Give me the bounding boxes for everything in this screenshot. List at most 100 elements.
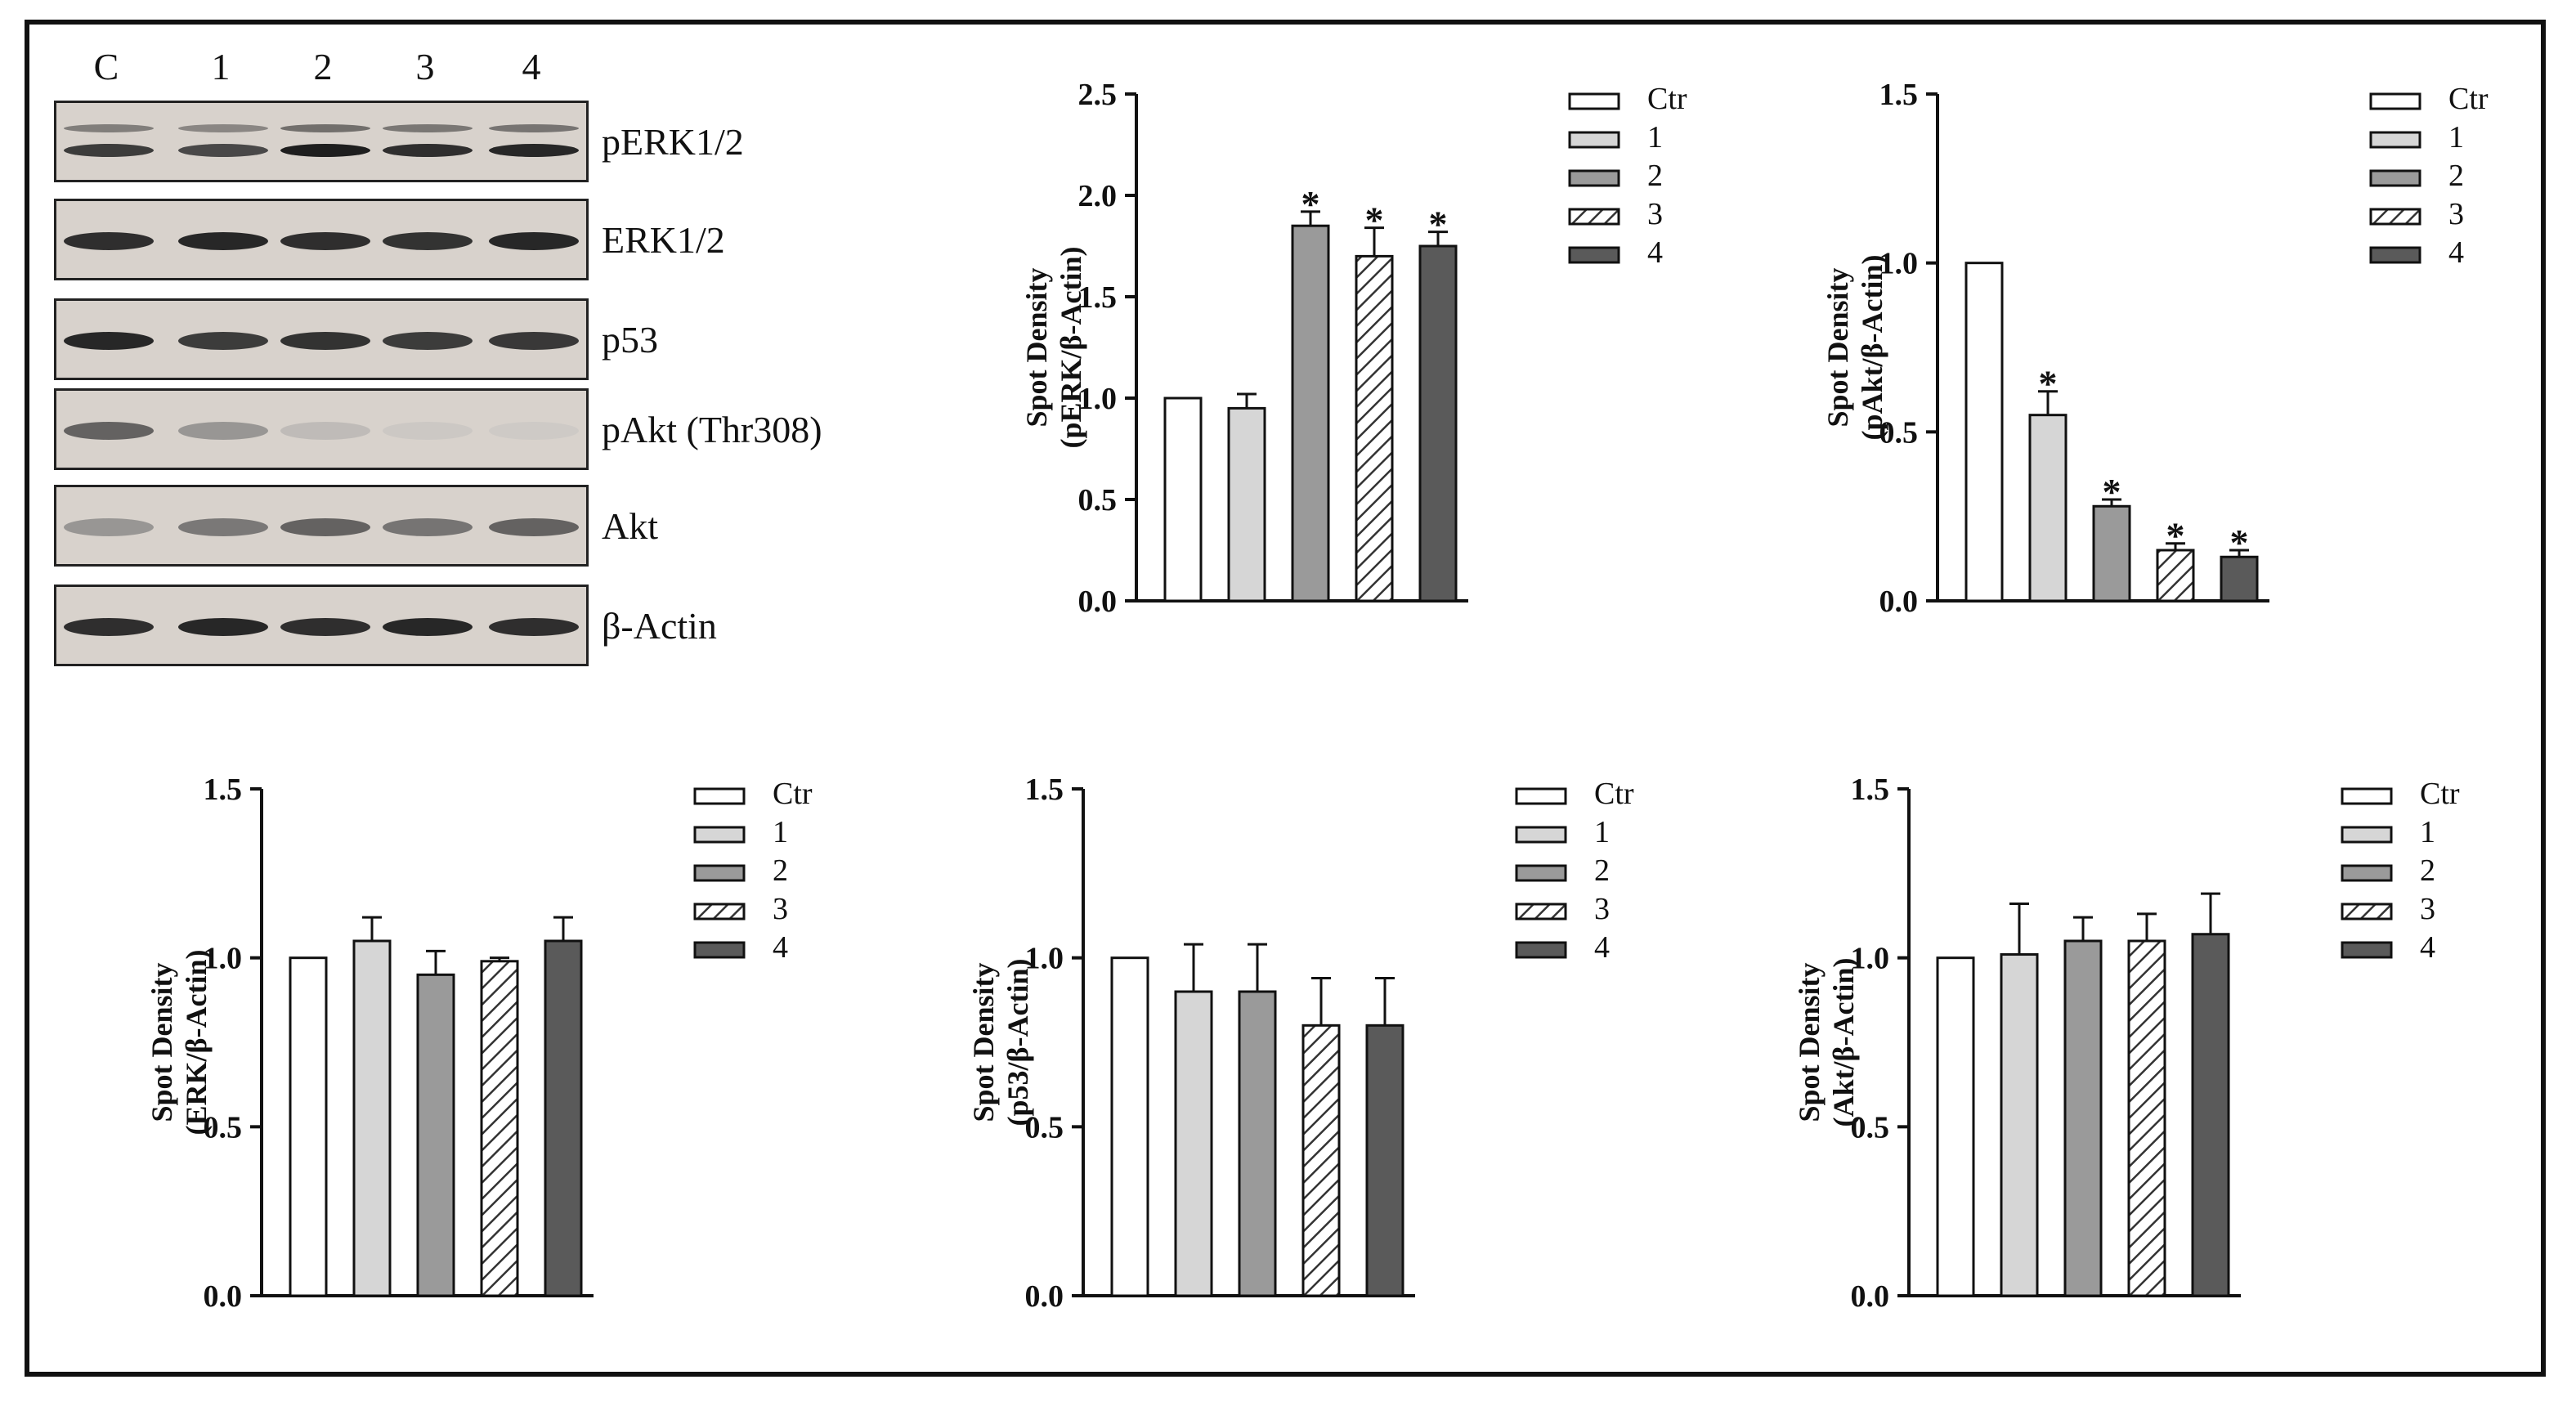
western-blot-panel: C 1 2 3 4 pERK1/2 ERK1/2 p53 pAkt (Thr308) Akt β-A… <box>49 45 867 683</box>
blot-strip <box>54 585 589 666</box>
y-tick-label: 0.5 <box>204 1110 243 1144</box>
bar <box>1227 406 1266 602</box>
blot-band <box>383 618 473 636</box>
y-axis-label: Spot Density(p53/β-Actin) <box>967 959 1034 1127</box>
legend-label: 2 <box>1647 159 1663 193</box>
significance-star: * <box>1429 204 1448 245</box>
bar <box>1365 1024 1404 1297</box>
legend-swatch <box>1515 903 1567 921</box>
blot-strip-label: p53 <box>602 319 658 361</box>
bar <box>1418 244 1458 602</box>
bar <box>2063 939 2103 1297</box>
y-tick-label: 1.5 <box>1025 773 1064 807</box>
blot-band <box>178 124 268 132</box>
bar <box>289 956 328 1297</box>
significance-star: * <box>2230 522 2249 563</box>
y-tick-label: 1.0 <box>1851 942 1890 976</box>
y-axis-label-line: Spot Density <box>1020 267 1053 427</box>
blot-band <box>280 422 370 440</box>
legend-label: 4 <box>1594 930 1610 965</box>
y-tick-label: 0.0 <box>1851 1279 1890 1314</box>
legend-label: 1 <box>1594 815 1610 849</box>
legend-swatch <box>693 864 746 882</box>
y-tick-label: 0.5 <box>1851 1110 1890 1144</box>
legend-swatch <box>693 787 746 805</box>
legend-label: Ctr <box>773 777 813 811</box>
y-tick-label: 1.0 <box>1025 942 1064 976</box>
y-axis-label: Spot Density(ERK/β-Actin) <box>146 950 213 1136</box>
blot-band <box>280 332 370 350</box>
y-tick-label: 2.5 <box>1078 78 1118 112</box>
figure-frame <box>25 20 2546 1377</box>
lane-label: 4 <box>522 46 541 87</box>
blot-band <box>280 144 370 157</box>
legend-label: 3 <box>2448 197 2464 231</box>
legend-label: Ctr <box>1594 777 1634 811</box>
y-tick-label: 0.5 <box>1078 483 1118 517</box>
blot-band <box>489 518 579 536</box>
legend-label: 3 <box>773 892 788 926</box>
blot-strip-label: Akt <box>602 505 658 547</box>
blot-band <box>383 518 473 536</box>
legend-swatch <box>2341 787 2393 805</box>
y-tick-label: 0.5 <box>1879 415 1919 450</box>
y-axis-label-line: Spot Density <box>967 962 1000 1122</box>
bar <box>1174 990 1213 1297</box>
legend-label: 2 <box>2448 159 2464 193</box>
blot-band <box>489 422 579 440</box>
legend-swatch <box>2341 826 2393 844</box>
legend-swatch <box>1568 208 1620 226</box>
legend-label: 1 <box>773 815 788 849</box>
legend-label: 2 <box>773 853 788 888</box>
lane-label: C <box>93 46 119 87</box>
bar <box>2191 933 2230 1297</box>
blot-band <box>489 618 579 636</box>
blot-band <box>64 144 154 157</box>
legend-swatch <box>693 903 746 921</box>
bar <box>352 939 392 1297</box>
lane-label: 3 <box>415 46 435 87</box>
y-axis-label: Spot Density(pAkt/β-Actin) <box>1821 255 1888 441</box>
bar <box>1238 990 1277 1297</box>
blot-band <box>178 232 268 250</box>
legend-label: 3 <box>2420 892 2435 926</box>
y-tick-label: 1.0 <box>204 942 243 976</box>
blot-band <box>489 232 579 250</box>
blot-band <box>64 332 154 350</box>
y-axis-label-line: (p53/β-Actin) <box>1001 959 1034 1127</box>
legend-swatch <box>2369 208 2421 226</box>
bar <box>2092 504 2131 602</box>
blot-band <box>64 618 154 636</box>
blot-band <box>383 124 473 132</box>
blot-strip <box>54 101 589 182</box>
bar <box>2000 953 2039 1297</box>
blot-strip-label: β-Actin <box>602 605 717 647</box>
legend-label: 4 <box>773 930 788 965</box>
blot-band <box>178 332 268 350</box>
significance-star: * <box>1365 199 1384 241</box>
legend-swatch <box>1515 826 1567 844</box>
legend-swatch <box>2341 864 2393 882</box>
legend-label: Ctr <box>2448 82 2489 116</box>
blot-band <box>178 618 268 636</box>
y-tick-label: 1.5 <box>1851 773 1890 807</box>
blot-strip <box>54 388 589 470</box>
blot-band <box>178 518 268 536</box>
bar <box>480 960 519 1297</box>
y-tick-label: 0.0 <box>204 1279 243 1314</box>
blot-strip-label: ERK1/2 <box>602 219 725 261</box>
lane-label: 2 <box>313 46 333 87</box>
bar <box>1964 262 2004 602</box>
legend-swatch <box>2369 131 2421 149</box>
legend-swatch <box>693 826 746 844</box>
bar-chart-pakt: 0.0 0.5 1.0 1.5 Spot Density(pAkt/β-Actin) * *… <box>1821 78 2489 619</box>
y-tick-label: 1.0 <box>1879 247 1919 281</box>
legend-swatch <box>1568 131 1620 149</box>
blot-band <box>280 124 370 132</box>
blot-band <box>489 332 579 350</box>
blot-band <box>178 144 268 157</box>
blot-strip <box>54 199 589 280</box>
y-tick-label: 1.5 <box>1879 78 1919 112</box>
significance-star: * <box>2103 471 2121 513</box>
y-axis-label: Spot Density(Akt/β-Actin) <box>1793 958 1860 1127</box>
